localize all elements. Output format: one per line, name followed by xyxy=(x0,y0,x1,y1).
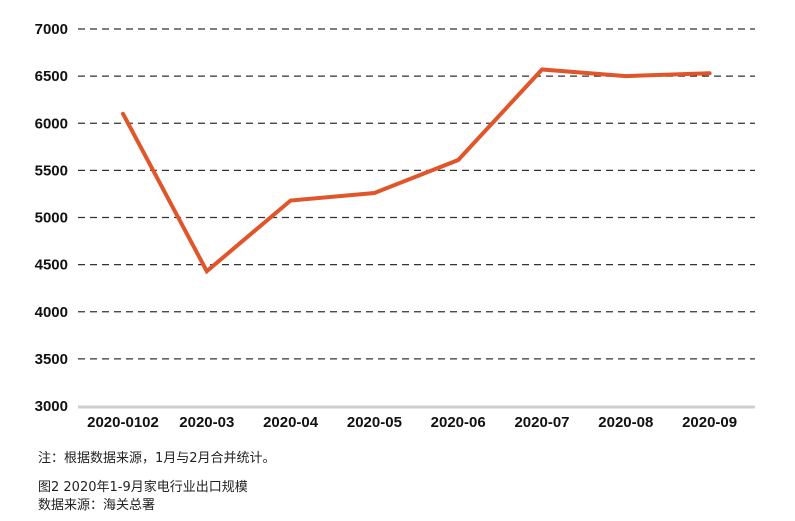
x-tick-label: 2020-0102 xyxy=(87,414,159,431)
x-tick-label: 2020-05 xyxy=(347,414,402,431)
y-tick-label: 6500 xyxy=(35,68,68,85)
grid-lines xyxy=(78,28,755,360)
y-tick-label: 3500 xyxy=(35,351,68,368)
series-group xyxy=(121,67,712,275)
x-tick-label: 2020-04 xyxy=(263,414,319,431)
y-tick-label: 3000 xyxy=(35,398,68,415)
x-axis: 2020-0102 2020-03 2020-04 2020-05 2020-06 202… xyxy=(87,414,737,431)
x-tick-label: 2020-03 xyxy=(179,414,234,431)
y-tick-label: 7000 xyxy=(35,21,68,38)
footnote-note: 注：根据数据来源，1月与2月合并统计。 xyxy=(38,451,276,466)
y-tick-label: 4500 xyxy=(35,257,68,274)
y-tick-label: 4000 xyxy=(35,304,68,321)
y-tick-label: 6000 xyxy=(35,115,68,132)
figure-caption: 图2 2020年1-9月家电行业出口规模 xyxy=(38,480,248,495)
line-chart: 3000 3500 4000 4500 5000 5500 6000 6500 7000 202… xyxy=(35,21,755,431)
y-axis: 3000 3500 4000 4500 5000 5500 6000 6500 7000 xyxy=(35,21,68,415)
x-tick-label: 2020-06 xyxy=(431,414,486,431)
series-line-0 xyxy=(121,67,712,275)
x-tick-label: 2020-09 xyxy=(682,414,737,431)
x-tick-label: 2020-08 xyxy=(598,414,653,431)
x-tick-label: 2020-07 xyxy=(514,414,569,431)
y-tick-label: 5500 xyxy=(35,162,68,179)
y-tick-label: 5000 xyxy=(35,210,68,227)
data-source: 数据来源：海关总署 xyxy=(38,498,156,513)
